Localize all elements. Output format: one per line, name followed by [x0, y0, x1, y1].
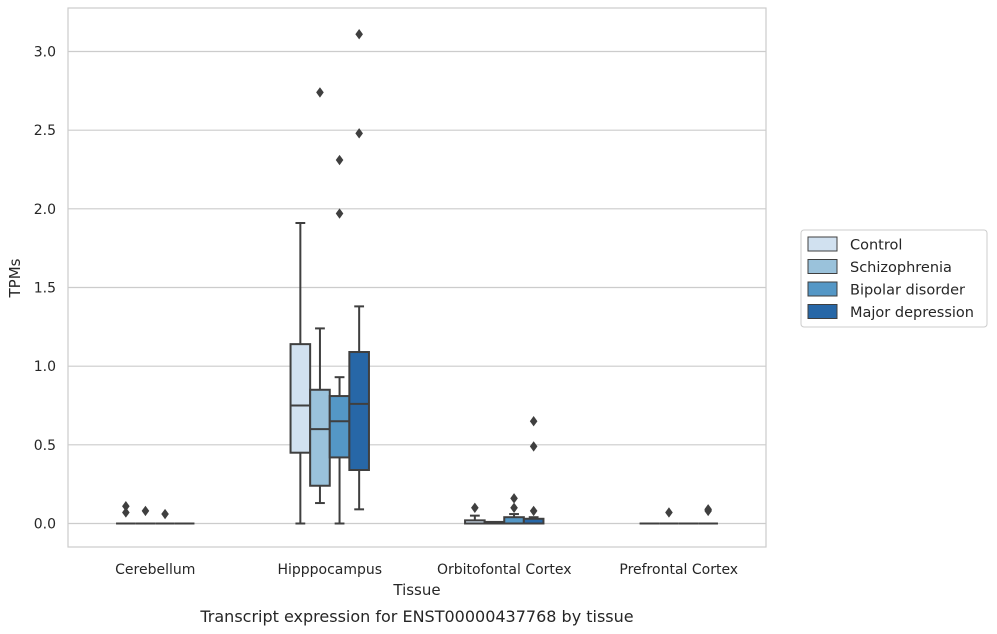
legend-item: Control — [807, 236, 902, 254]
y-tick-label: 0.5 — [34, 438, 56, 454]
legend: Control Schizophrenia Bipolar disorder Majo… — [800, 229, 988, 328]
legend-swatch — [807, 259, 838, 274]
legend-item: Bipolar disorder — [807, 281, 965, 299]
y-tick-label: 1.0 — [34, 359, 56, 375]
x-tick-label: Prefrontal Cortex — [619, 562, 738, 578]
y-tick-label: 2.0 — [34, 202, 56, 218]
x-axis-title: Tissue — [392, 581, 440, 599]
x-tick-label: Orbitofontal Cortex — [437, 562, 572, 578]
chart-caption: Transcript expression for ENST0000043776… — [199, 607, 633, 626]
outlier-point — [529, 416, 538, 427]
legend-label: Control — [850, 238, 902, 254]
box-plot — [289, 221, 312, 525]
y-tick-label: 0.0 — [34, 517, 56, 533]
box-plots — [116, 28, 718, 525]
box-body — [309, 388, 331, 487]
outlier-point — [335, 208, 344, 219]
legend-item: Major depression — [807, 304, 974, 321]
x-tick-label: Hipppocampus — [277, 562, 382, 578]
outlier-point — [510, 493, 518, 504]
outlier-point — [122, 500, 130, 512]
box-plot — [155, 508, 175, 525]
legend-swatch — [807, 281, 838, 297]
box-body — [348, 351, 370, 472]
box-plot — [522, 416, 545, 525]
legend-label: Major depression — [850, 305, 974, 321]
y-tick-label: 1.5 — [34, 281, 56, 297]
box-plot — [116, 500, 136, 525]
legend-label: Schizophrenia — [850, 260, 952, 276]
outlier-point — [510, 502, 518, 513]
box-plot — [698, 504, 718, 525]
outlier-point — [161, 508, 169, 520]
outlier-point — [316, 87, 324, 98]
legend-item: Schizophrenia — [807, 259, 952, 276]
outlier-point — [355, 28, 363, 40]
x-tick-labels: Cerebellum Hipppocampus Orbitofontal Corte… — [115, 562, 738, 578]
y-tick-label: 2.5 — [34, 123, 56, 139]
box-body — [289, 343, 312, 454]
box-plot — [659, 507, 679, 525]
outlier-point — [529, 505, 538, 517]
box-body — [328, 395, 351, 459]
box-plot — [309, 87, 331, 505]
outlier-point — [704, 504, 712, 515]
legend-label: Bipolar disorder — [850, 283, 965, 299]
y-tick-label: 3.0 — [34, 45, 56, 61]
outlier-point — [122, 507, 130, 518]
outlier-point — [335, 154, 344, 166]
plot-frame — [67, 7, 767, 548]
outlier-point — [665, 507, 673, 518]
outlier-point — [471, 502, 479, 513]
box-plot — [348, 28, 370, 511]
plot-background — [68, 8, 766, 547]
outlier-point — [529, 441, 538, 452]
box-plot — [483, 520, 506, 525]
x-tick-label: Cerebellum — [115, 562, 195, 578]
legend-swatch — [807, 236, 838, 252]
box-plot — [135, 505, 156, 525]
legend-frame — [800, 229, 988, 328]
y-tick-labels: 0.0 0.5 1.0 1.5 2.0 2.5 3.0 — [34, 45, 56, 533]
grid-lines — [68, 50, 766, 525]
outlier-point — [355, 128, 363, 139]
outlier-point — [141, 505, 150, 517]
y-axis-title: TPMs — [6, 258, 24, 298]
legend-swatch — [807, 304, 838, 319]
